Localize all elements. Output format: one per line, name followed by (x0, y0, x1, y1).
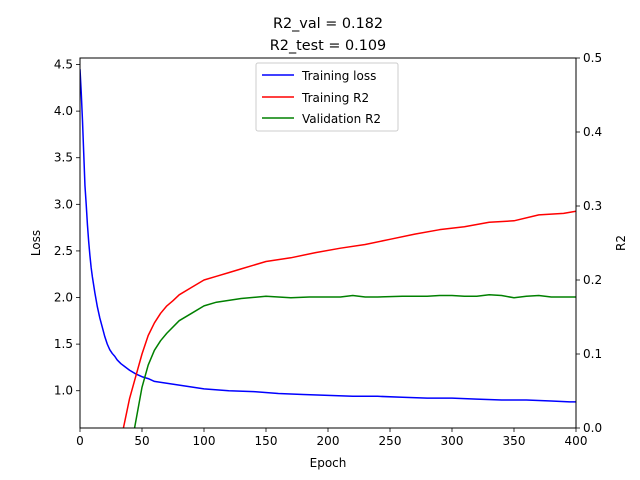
y-right-tick-label: 0.0 (583, 421, 602, 435)
y-left-tick-label: 1.5 (54, 337, 73, 351)
legend-box (255, 62, 399, 132)
series-line-training-r2 (122, 210, 576, 428)
x-tick-label: 250 (379, 434, 402, 448)
legend: Training loss Training R2 Validation R2 (255, 62, 399, 132)
x-tick-label: 200 (317, 434, 340, 448)
x-tick-label: 300 (441, 434, 464, 448)
y-right-tick-label: 0.5 (583, 51, 602, 65)
x-tick-label: 50 (134, 434, 149, 448)
y-axis-right: 0.0 0.1 0.2 0.3 0.4 0.5 (576, 51, 602, 435)
title-line-2: R2_test = 0.109 (270, 38, 386, 54)
y-left-tick-label: 2.5 (54, 244, 73, 258)
title-line-1: R2_val = 0.182 (273, 16, 383, 32)
y-axis-left: 1.0 1.5 2.0 2.5 3.0 3.5 4.0 4.5 (54, 58, 80, 398)
y-left-tick-label: 4.5 (54, 58, 73, 72)
series-layer (80, 69, 576, 428)
y-left-tick-label: 3.0 (54, 197, 73, 211)
y-left-tick-label: 4.0 (54, 104, 73, 118)
x-tick-label: 0 (76, 434, 84, 448)
series-line-validation-r2 (133, 294, 576, 428)
series-line-training-loss (80, 69, 576, 403)
plot-area (79, 57, 577, 429)
x-tick-label: 350 (503, 434, 526, 448)
x-axis: 0 50 100 150 200 250 300 350 400 (76, 428, 587, 448)
x-tick-label: 100 (193, 434, 216, 448)
y-axis-right-title: R2 (614, 235, 628, 251)
y-right-tick-label: 0.4 (583, 125, 602, 139)
x-axis-title: Epoch (310, 456, 347, 470)
y-axis-left-title: Loss (29, 230, 43, 256)
x-tick-label: 150 (255, 434, 278, 448)
y-left-tick-label: 3.5 (54, 151, 73, 165)
y-right-tick-label: 0.3 (583, 199, 602, 213)
y-left-tick-label: 2.0 (54, 291, 73, 305)
legend-label-validation-r2: Validation R2 (302, 112, 381, 126)
x-tick-label: 400 (565, 434, 588, 448)
legend-label-training-loss: Training loss (301, 69, 376, 83)
y-right-tick-label: 0.2 (583, 273, 602, 287)
y-right-tick-label: 0.1 (583, 347, 602, 361)
legend-label-training-r2: Training R2 (301, 91, 369, 105)
y-left-tick-label: 1.0 (54, 384, 73, 398)
